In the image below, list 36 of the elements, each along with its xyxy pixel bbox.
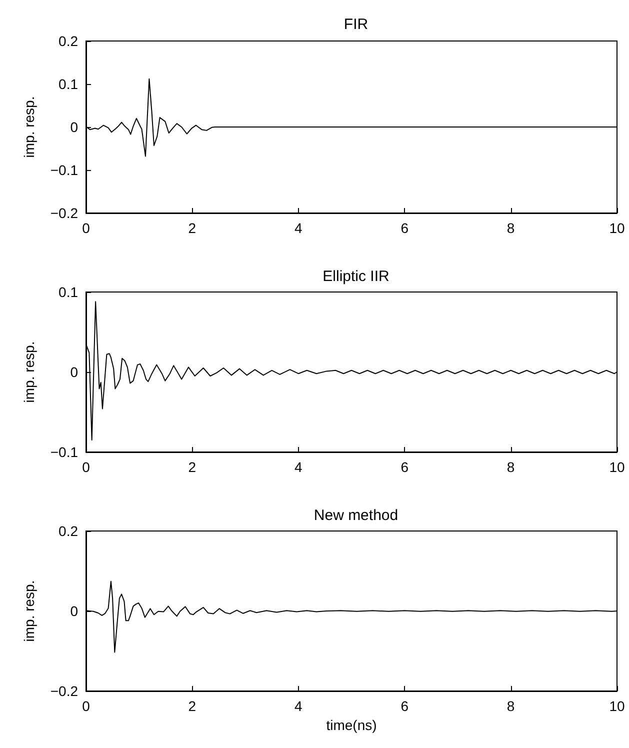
y-tick-label: −0.2: [50, 683, 78, 699]
x-tick-label: 4: [294, 698, 302, 714]
y-axis-title: imp. resp.: [21, 341, 37, 403]
x-tick-label: 6: [400, 459, 409, 475]
x-tick-label: 10: [609, 459, 625, 475]
y-axis-title: imp. resp.: [21, 96, 37, 158]
x-tick-label: 2: [188, 459, 196, 475]
y-tick-label: 0.2: [58, 33, 78, 49]
x-tick-label: 10: [609, 220, 625, 236]
chart-title: Elliptic IIR: [322, 268, 390, 285]
chart-title: New method: [314, 507, 398, 524]
y-tick-label: 0.1: [58, 76, 78, 92]
x-tick-label: 6: [400, 220, 409, 236]
x-tick-label: 8: [506, 698, 515, 714]
x-tick-label: 2: [188, 698, 196, 714]
x-tick-label: 8: [506, 220, 515, 236]
x-axis-title: time(ns): [326, 716, 377, 733]
y-tick-label: 0.2: [58, 523, 78, 539]
x-tick-label: 0: [82, 698, 90, 714]
y-axis-title: imp. resp.: [21, 580, 37, 642]
x-tick-label: 8: [506, 459, 515, 475]
chart-title: FIR: [344, 16, 368, 33]
x-tick-label: 10: [609, 698, 625, 714]
y-tick-label: 0: [70, 603, 78, 619]
y-tick-label: 0.1: [58, 284, 78, 300]
y-tick-label: 0: [70, 119, 78, 135]
x-tick-label: 4: [294, 220, 302, 236]
x-tick-label: 2: [188, 220, 196, 236]
y-tick-label: −0.1: [50, 162, 78, 178]
y-tick-label: −0.1: [50, 444, 78, 460]
x-tick-label: 6: [400, 698, 409, 714]
x-tick-label: 4: [294, 459, 302, 475]
y-tick-label: 0: [70, 364, 78, 380]
x-tick-label: 0: [82, 220, 90, 236]
x-tick-label: 0: [82, 459, 90, 475]
y-tick-label: −0.2: [50, 205, 78, 221]
